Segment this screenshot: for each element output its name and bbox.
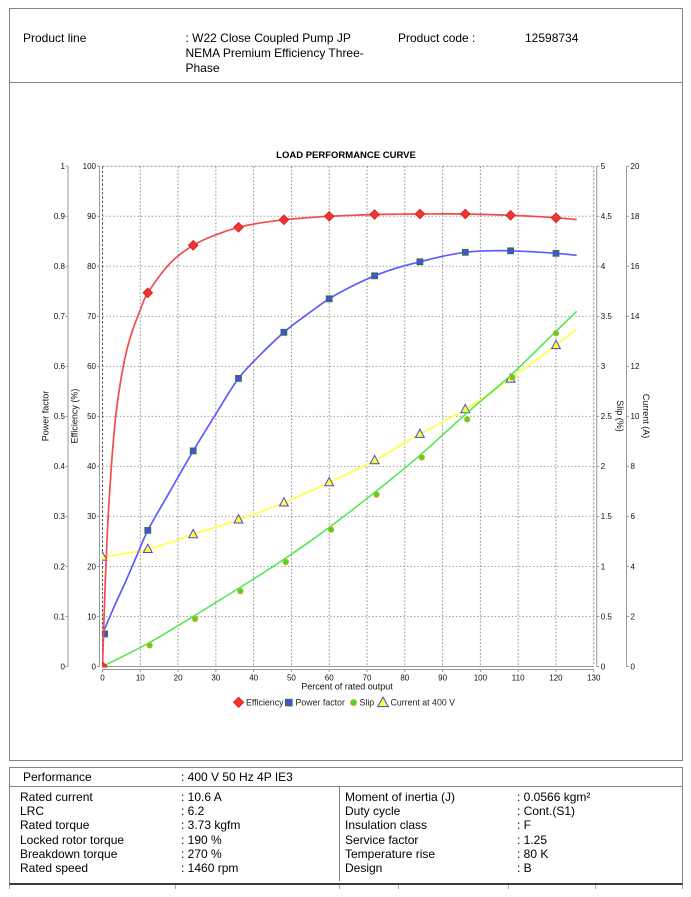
svg-text:0: 0 [92,662,97,671]
svg-text:Current (A): Current (A) [641,394,651,439]
svg-text:20: 20 [631,162,640,171]
svg-text:0.1: 0.1 [54,612,66,621]
svg-text:4: 4 [631,562,636,571]
svg-text:0.8: 0.8 [54,262,66,271]
svg-text:50: 50 [287,674,296,683]
svg-text:Current at 400 V: Current at 400 V [391,698,456,708]
svg-text:90: 90 [87,212,96,221]
svg-text:0: 0 [61,662,66,671]
svg-text:40: 40 [249,674,258,683]
svg-text:4: 4 [601,262,606,271]
svg-text:1: 1 [601,562,606,571]
svg-text:30: 30 [211,674,220,683]
svg-text:0.5: 0.5 [54,412,66,421]
svg-text:0: 0 [100,674,105,683]
svg-text:1.5: 1.5 [601,512,613,521]
svg-text:Efficiency (%): Efficiency (%) [70,389,80,444]
svg-text:110: 110 [512,674,525,683]
svg-text:0.5: 0.5 [601,612,613,621]
svg-text:16: 16 [631,262,640,271]
svg-text:3: 3 [601,362,606,371]
svg-text:10: 10 [631,412,640,421]
svg-text:3.5: 3.5 [601,312,613,321]
svg-text:120: 120 [549,674,563,683]
svg-text:1: 1 [61,162,66,171]
svg-text:Percent of rated output: Percent of rated output [301,682,393,692]
svg-text:70: 70 [363,674,372,683]
svg-text:Slip (%): Slip (%) [615,400,625,432]
svg-text:70: 70 [87,312,96,321]
svg-text:60: 60 [325,674,334,683]
svg-text:130: 130 [587,674,601,683]
svg-text:6: 6 [631,512,636,521]
svg-text:0.9: 0.9 [54,212,66,221]
svg-text:Power factor: Power factor [296,698,345,708]
svg-text:30: 30 [87,512,96,521]
svg-text:5: 5 [601,162,606,171]
svg-text:14: 14 [631,312,640,321]
svg-text:10: 10 [136,674,145,683]
svg-text:8: 8 [631,462,636,471]
svg-text:Efficiency: Efficiency [246,698,284,708]
svg-text:60: 60 [87,362,96,371]
svg-text:0.7: 0.7 [54,312,66,321]
svg-text:80: 80 [400,674,409,683]
svg-text:Power factor: Power factor [40,391,50,442]
svg-text:0.6: 0.6 [54,362,66,371]
svg-text:40: 40 [87,462,96,471]
svg-text:LOAD PERFORMANCE CURVE: LOAD PERFORMANCE CURVE [276,150,416,161]
svg-text:100: 100 [83,162,97,171]
svg-text:18: 18 [631,212,640,221]
svg-text:12: 12 [631,362,640,371]
svg-text:Slip: Slip [360,698,375,708]
svg-text:20: 20 [174,674,183,683]
svg-text:2: 2 [601,462,606,471]
svg-text:4.5: 4.5 [601,212,613,221]
svg-text:0.4: 0.4 [54,462,66,471]
svg-text:2: 2 [631,612,636,621]
svg-text:0.3: 0.3 [54,512,66,521]
svg-text:50: 50 [87,412,96,421]
svg-text:10: 10 [87,612,96,621]
svg-text:0: 0 [631,662,636,671]
svg-text:20: 20 [87,562,96,571]
svg-text:100: 100 [474,674,488,683]
svg-text:80: 80 [87,262,96,271]
svg-text:2.5: 2.5 [601,412,613,421]
svg-text:90: 90 [438,674,447,683]
svg-text:0.2: 0.2 [54,562,66,571]
svg-text:0: 0 [601,662,606,671]
